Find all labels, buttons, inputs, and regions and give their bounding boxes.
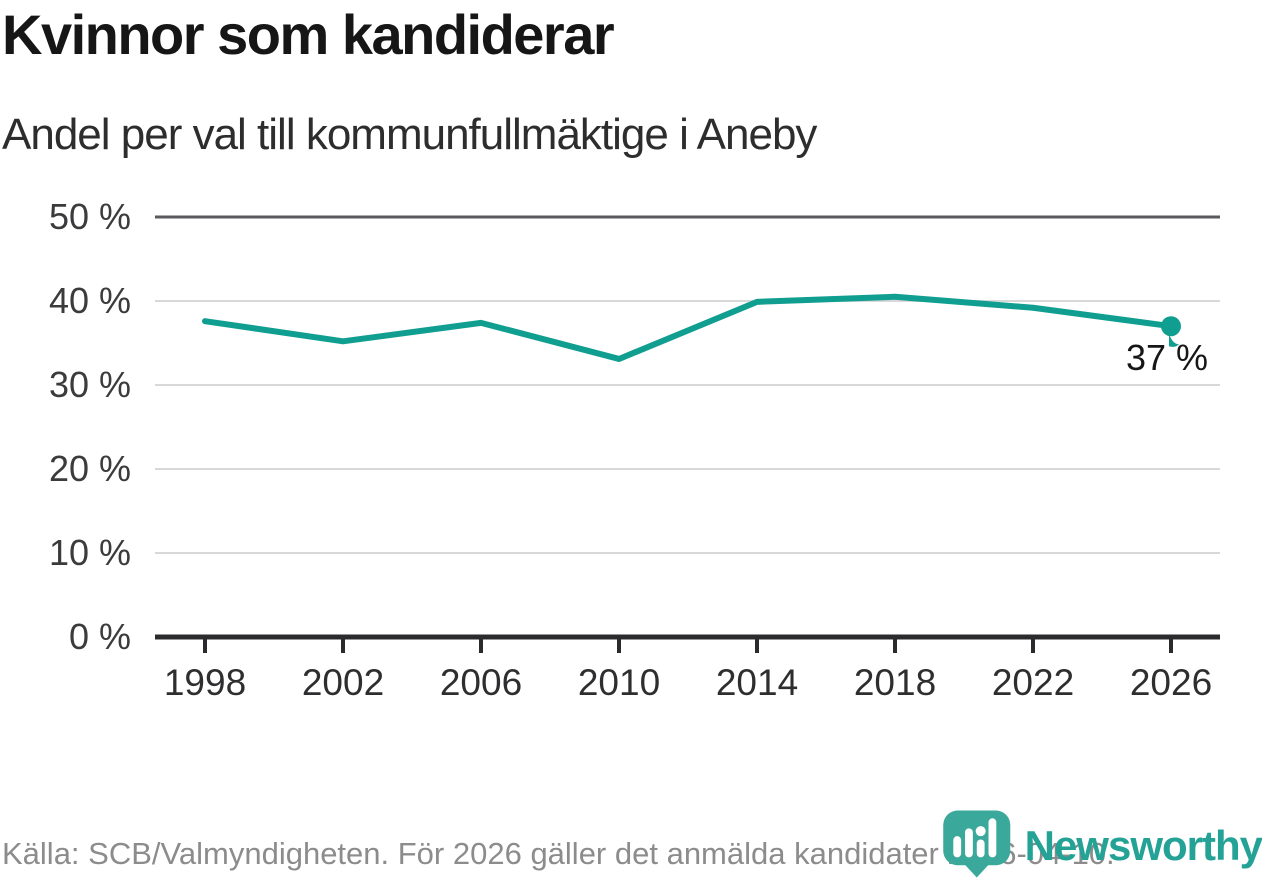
y-tick-label: 10 % — [49, 532, 131, 573]
data-point-marker — [1161, 316, 1181, 337]
y-tick-label: 40 % — [49, 280, 131, 321]
data-line — [202, 293, 1174, 362]
x-tick-label: 2014 — [716, 662, 798, 703]
y-tick-label: 30 % — [49, 364, 131, 405]
x-tick-label: 2010 — [578, 662, 660, 703]
chart-subtitle: Andel per val till kommunfullmäktige i A… — [2, 110, 817, 159]
x-tick-label: 2022 — [992, 662, 1074, 703]
chart-title: Kvinnor som kandiderar — [2, 3, 615, 66]
newsworthy-wordmark: Newsworthy — [1024, 822, 1262, 869]
data-point-label: 37 % — [1126, 337, 1208, 378]
y-tick-label: 50 % — [49, 196, 131, 237]
x-tick-label: 2006 — [440, 662, 522, 703]
newsworthy-logo-icon — [942, 810, 1010, 878]
line-chart: 0 % 10 % 20 % 30 % 40 % 50 % 1998 2002 2006 2010 2… — [49, 196, 1220, 703]
x-tick-label: 2002 — [302, 662, 384, 703]
y-tick-label: 20 % — [49, 448, 131, 489]
x-tick-label: 1998 — [164, 662, 246, 703]
source-note: Källa: SCB/Valmyndigheten. För 2026 gäll… — [2, 836, 1115, 871]
x-tick-label: 2018 — [854, 662, 936, 703]
newsworthy-logo: Newsworthy — [941, 809, 1262, 879]
data-point-marker-tail — [1169, 334, 1179, 347]
y-tick-label: 0 % — [69, 616, 131, 657]
x-tick-label: 2026 — [1130, 662, 1212, 703]
